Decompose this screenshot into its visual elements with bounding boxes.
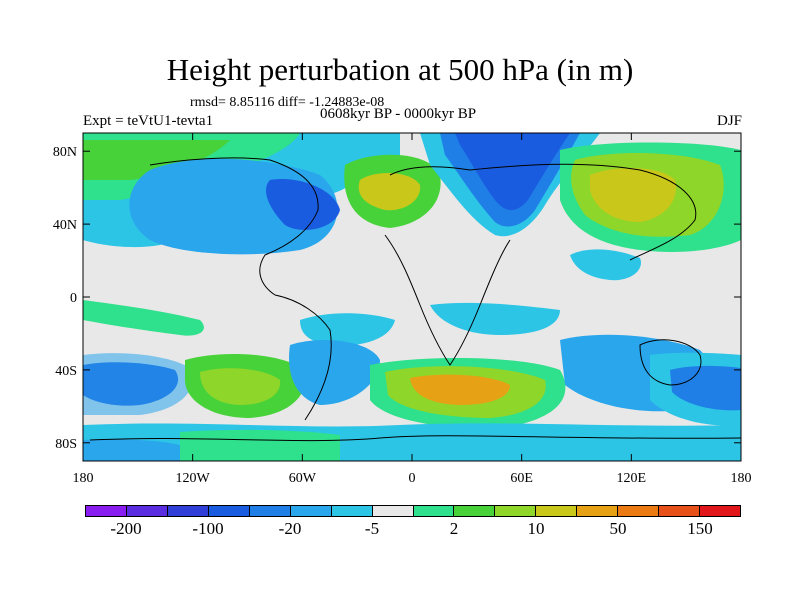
colorbar-label: -200	[110, 519, 142, 538]
colorbar-swatch	[495, 506, 537, 516]
antarctic-west-negative	[83, 439, 180, 461]
colorbar-swatch	[249, 506, 291, 516]
north-pacific-green-dark	[83, 140, 230, 180]
north-america-negative-core	[265, 179, 340, 230]
south-pacific-negative-outer	[83, 353, 193, 415]
lon-tick-label: 120E	[617, 471, 647, 486]
map-field	[83, 133, 741, 461]
colorbar-swatch	[659, 506, 701, 516]
colorbar-swatch	[126, 506, 168, 516]
colorbar-label: 150	[687, 519, 713, 538]
lon-axis: 180 120W 60W 0 60E 120E 180	[73, 133, 752, 486]
south-indian-positive-core	[410, 374, 510, 405]
colorbar-label: 50	[609, 519, 627, 538]
colorbar-swatch	[167, 506, 209, 516]
colorbar-swatch	[208, 506, 250, 516]
lat-axis: 80N 40N 0 40S 80S	[53, 145, 741, 452]
tropical-pacific-green	[83, 300, 204, 336]
colorbar-swatch	[86, 506, 127, 516]
antarctic-green	[180, 429, 340, 461]
colorbar-swatch	[454, 506, 496, 516]
lon-tick-label: 180	[731, 471, 752, 486]
europe-positive-core	[358, 173, 421, 211]
lat-tick-label: 40N	[53, 218, 77, 233]
plot-title: Height perturbation at 500 hPa (in m)	[166, 52, 634, 87]
colorbar-swatch	[372, 506, 414, 516]
colorbar-swatch	[413, 506, 455, 516]
colorbar-swatch	[618, 506, 660, 516]
south-atlantic-negative	[289, 340, 380, 405]
colorbar-label: -20	[278, 519, 302, 538]
tropical-indian-negative	[430, 302, 560, 335]
colorbar	[85, 505, 741, 517]
siberia-negative-core	[455, 133, 570, 211]
asia-positive-core	[590, 168, 676, 222]
colorbar-swatch	[331, 506, 373, 516]
colorbar-swatch	[700, 506, 740, 516]
southwest-pacific-negative-core	[670, 365, 741, 411]
colorbar-swatch	[536, 506, 578, 516]
east-asia-negative	[570, 249, 641, 281]
colorbar-label: -5	[364, 519, 380, 538]
lon-tick-label: 0	[409, 471, 416, 486]
lat-tick-label: 40S	[55, 364, 77, 379]
lon-tick-label: 60E	[510, 471, 533, 486]
lon-tick-label: 60W	[289, 471, 317, 486]
season-label: DJF	[716, 113, 742, 129]
experiment-label: Expt = teVtU1-tevta1	[83, 113, 214, 129]
colorbar-label: -100	[192, 519, 224, 538]
lat-tick-label: 80S	[55, 437, 77, 452]
coastlines	[89, 157, 741, 442]
south-pacific-positive-core	[200, 368, 281, 405]
lat-tick-label: 0	[70, 291, 77, 306]
lon-tick-label: 120W	[176, 471, 211, 486]
colorbar-label: 10	[527, 519, 545, 538]
lon-tick-label: 180	[73, 471, 94, 486]
colorbar-swatch	[577, 506, 619, 516]
colorbar-label: 2	[449, 519, 459, 538]
stats-line: rmsd= 8.85116 diff= -1.24883e-08	[190, 95, 385, 110]
colorbar-swatch	[290, 506, 332, 516]
period-subtitle: 0608kyr BP - 0000kyr BP	[320, 106, 477, 122]
lat-tick-label: 80N	[53, 145, 77, 160]
